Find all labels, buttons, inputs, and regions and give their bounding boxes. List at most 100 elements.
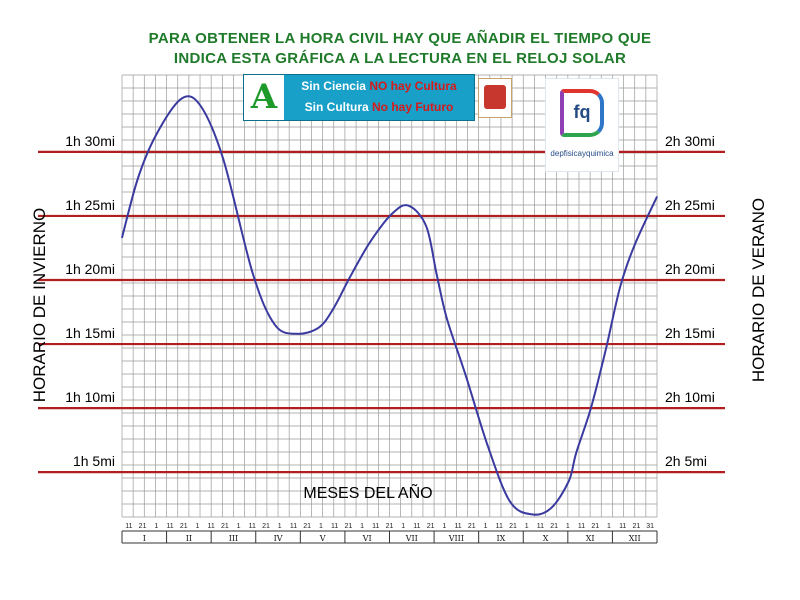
month-label: III	[229, 534, 238, 543]
day-tick-label: 31	[646, 523, 654, 530]
curve-data-point	[408, 205, 410, 207]
labels: 1h 5mi 2h 5mi 1h 10mi 2h 10mi 1h 15mi 2h 15mi…	[30, 133, 768, 502]
curve-data-point	[619, 285, 621, 287]
y-axis-title-right: HORARIO DE VERANO	[749, 198, 768, 382]
day-tick-label: 21	[591, 523, 599, 530]
day-tick-label: 11	[249, 523, 256, 530]
day-tick-label: 1	[195, 523, 199, 530]
month-label: II	[186, 534, 192, 543]
day-tick-label: 21	[344, 523, 352, 530]
left-tick-label: 1h 25mi	[65, 197, 115, 213]
month-label: I	[143, 534, 146, 543]
left-tick-label: 1h 10mi	[65, 389, 115, 405]
curve-data-point	[296, 333, 298, 335]
day-tick-label: 21	[180, 523, 188, 530]
left-tick-label: 1h 15mi	[65, 325, 115, 341]
day-tick-label: 1	[237, 523, 241, 530]
day-tick-label: 21	[386, 523, 394, 530]
day-tick-label: 21	[262, 523, 270, 530]
day-tick-label: 11	[578, 523, 585, 530]
left-tick-label: 1h 5mi	[73, 453, 115, 469]
logo-line-2: Sin Cultura No hay Futuro	[286, 100, 472, 114]
seal-mark	[484, 85, 506, 109]
curve-data-point	[121, 237, 123, 239]
month-label: IV	[274, 534, 283, 543]
x-axis-title: MESES DEL AÑO	[303, 482, 432, 502]
right-tick-label: 2h 20mi	[665, 261, 715, 277]
day-tick-label: 1	[525, 523, 529, 530]
month-label: IX	[497, 534, 506, 543]
reference-lines	[38, 150, 725, 474]
day-tick-label: 11	[537, 523, 544, 530]
left-tick-label: 1h 30mi	[65, 133, 115, 149]
month-label: X	[543, 534, 549, 543]
logo-line-2-a: Sin Cultura	[304, 100, 372, 114]
curve-data-point	[349, 276, 351, 279]
curve-data-point	[333, 307, 335, 309]
day-tick-label: 1	[319, 523, 323, 530]
day-tick-label: 11	[372, 523, 379, 530]
day-tick-label: 11	[413, 523, 420, 530]
day-tick-label: 11	[125, 523, 132, 530]
logo-line-1-b: NO hay Cultura	[369, 79, 457, 93]
day-tick-label: 11	[166, 523, 173, 530]
fq-logo-text: depfisicayquimica	[550, 149, 614, 158]
fq-logo: fq depfisicayquimica	[545, 78, 619, 172]
curve-data-point	[181, 97, 183, 99]
month-label: XII	[629, 534, 641, 543]
day-tick-label: 11	[208, 523, 215, 530]
day-tick-label: 21	[550, 523, 558, 530]
day-tick-label: 11	[496, 523, 503, 530]
logo-a-icon: A	[244, 75, 284, 120]
day-tick-label: 11	[331, 523, 338, 530]
day-tick-label: 1	[154, 523, 158, 530]
day-tick-label: 1	[484, 523, 488, 530]
curve-data-point	[531, 513, 533, 516]
day-tick-label: 21	[633, 523, 641, 530]
curve-data-point	[487, 445, 489, 448]
month-label: VIII	[448, 534, 464, 543]
curve-data-point	[656, 196, 658, 198]
curve-data-point	[137, 176, 139, 179]
axes: 11 21 1 11 21 1 11 21 1 11 21 1 11 21 1 11 21 1 11 21 1 11 21 1…	[121, 523, 658, 544]
day-tick-label: 11	[454, 523, 461, 530]
curve-data-point	[369, 240, 371, 243]
right-tick-label: 2h 30mi	[665, 133, 715, 149]
curve-data-point	[634, 243, 636, 245]
y-axis-title-left: HORARIO DE INVIERNO	[30, 208, 49, 403]
right-tick-label: 2h 25mi	[665, 197, 715, 213]
sin-ciencia-logo: A Sin Ciencia NO hay Cultura Sin Cultura…	[243, 74, 475, 121]
curve-data-point	[446, 317, 448, 320]
month-label: VI	[362, 534, 372, 543]
month-label: XI	[586, 534, 595, 543]
curve-data-point	[222, 158, 225, 161]
curve-data-point	[590, 407, 592, 409]
day-tick-label: 1	[566, 523, 570, 530]
seal-logo	[478, 78, 512, 118]
day-tick-label: 21	[303, 523, 311, 530]
fq-mark-icon: fq	[560, 89, 604, 137]
day-tick-label: 1	[607, 523, 611, 530]
day-tick-label: 1	[442, 523, 446, 530]
logo-line-2-b: No hay Futuro	[372, 100, 454, 114]
month-label: V	[319, 534, 326, 543]
curve-data-point	[391, 212, 394, 214]
curve-data-point	[509, 501, 511, 503]
logo-line-1-a: Sin Ciencia	[301, 79, 370, 93]
day-tick-label: 1	[401, 523, 405, 530]
chart-title-line2: INDICA ESTA GRÁFICA A LA LECTURA EN EL R…	[173, 50, 627, 67]
curve-data-point	[568, 480, 570, 482]
curve-data-point	[575, 452, 577, 454]
right-tick-label: 2h 15mi	[665, 325, 715, 341]
curve-data-point	[550, 507, 552, 509]
day-tick-label: 11	[619, 523, 626, 530]
month-label: VII	[405, 534, 418, 543]
day-tick-label: 11	[290, 523, 297, 530]
curve-data-point	[318, 326, 320, 328]
curve-layer	[121, 95, 658, 516]
logo-line-1: Sin Ciencia NO hay Cultura	[286, 79, 472, 93]
curve-data-point	[200, 106, 202, 108]
chart-title-line1: PARA OBTENER LA HORA CIVIL HAY QUE AÑADI…	[148, 30, 652, 47]
day-tick-label: 21	[509, 523, 517, 530]
curve-data-point	[425, 225, 427, 227]
